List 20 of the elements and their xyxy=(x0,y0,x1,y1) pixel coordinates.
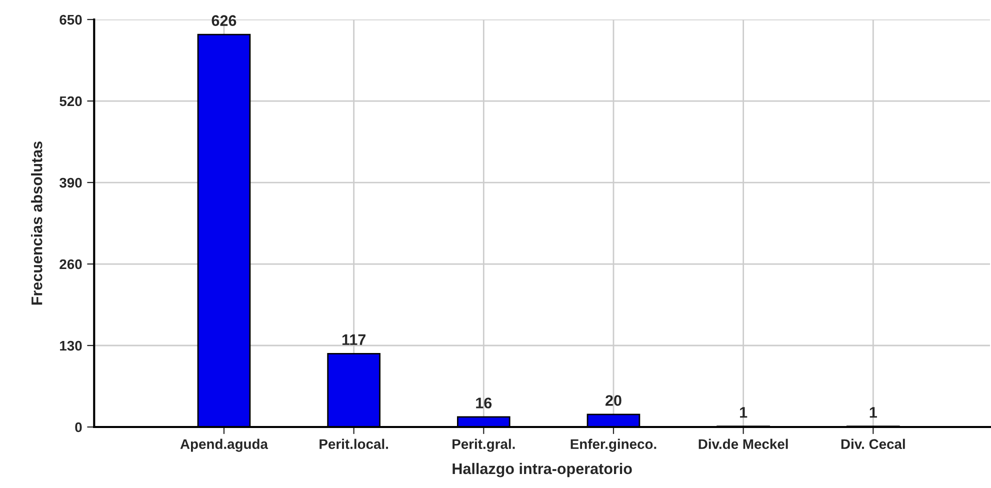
y-tick-label: 130 xyxy=(60,340,82,351)
y-axis-title: Frecuencias absolutas xyxy=(31,142,42,305)
data-label: 117 xyxy=(342,334,366,345)
x-tick-label: Div.de Meckel xyxy=(698,438,788,450)
x-tick-label: Div. Cecal xyxy=(841,438,905,450)
data-label: 1 xyxy=(740,407,748,418)
y-tick-label: 260 xyxy=(60,259,82,270)
y-tick-label: 390 xyxy=(59,178,82,188)
x-tick-label: Enfer.gineco. xyxy=(570,438,656,452)
y-tick-label: 0 xyxy=(75,422,82,432)
x-tick-label: Perit.local. xyxy=(320,438,388,450)
data-label: 626 xyxy=(212,15,236,26)
x-tick-label: Apend.aguda xyxy=(180,438,268,452)
y-tick-label: 520 xyxy=(60,96,82,106)
x-tick-label: Perit.gral. xyxy=(452,438,515,452)
data-label: 20 xyxy=(606,395,622,406)
x-axis-title: Hallazgo intra-operatorio xyxy=(452,462,632,478)
y-tick-label: 650 xyxy=(60,14,82,25)
data-label: 16 xyxy=(476,398,492,408)
data-label: 1 xyxy=(870,407,877,418)
